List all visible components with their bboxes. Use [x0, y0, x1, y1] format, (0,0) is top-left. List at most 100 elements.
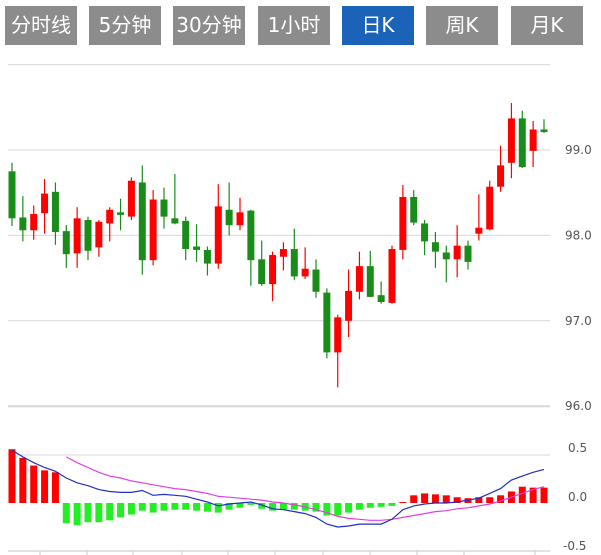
candle-body: [225, 209, 233, 226]
candle: [160, 187, 168, 229]
candle: [453, 225, 461, 278]
candle: [410, 190, 418, 226]
candle-body: [529, 129, 537, 151]
candle-body: [388, 249, 396, 303]
tab-1[interactable]: 5分钟: [89, 6, 161, 45]
candle-body: [203, 249, 211, 264]
candle: [51, 182, 59, 245]
candle: [182, 216, 190, 261]
candle: [106, 207, 114, 242]
macd-bar: [203, 503, 211, 512]
price-axis-label: 99.0: [565, 143, 592, 157]
candle-body: [182, 220, 190, 250]
candle: [19, 196, 27, 242]
macd-bar: [51, 472, 59, 503]
candle-body: [290, 249, 298, 277]
candle-body: [73, 218, 81, 254]
candle-body: [8, 171, 16, 219]
candle: [388, 245, 396, 304]
tab-0[interactable]: 分时线: [5, 6, 77, 45]
tab-3[interactable]: 1小时: [258, 6, 330, 45]
candle: [138, 165, 146, 275]
macd-bar: [442, 495, 450, 503]
candle: [73, 207, 81, 268]
candle: [529, 120, 537, 168]
macd-axis-label: -0.5: [563, 539, 586, 553]
candle: [486, 180, 494, 231]
candle-body: [30, 214, 38, 231]
tab-6[interactable]: 月K: [511, 6, 583, 45]
candle: [464, 240, 472, 270]
candle: [95, 220, 103, 257]
candle: [334, 314, 342, 388]
candle-body: [149, 199, 157, 261]
macd-bar: [138, 503, 146, 511]
candle-body: [19, 217, 27, 231]
candle-body: [421, 223, 429, 242]
macd-bar: [497, 495, 505, 503]
candle: [366, 250, 374, 297]
candle-body: [323, 292, 331, 353]
price-axis-label: 96.0: [565, 399, 592, 413]
macd-bar: [19, 457, 27, 503]
macd-bar: [345, 503, 353, 513]
candle: [279, 242, 287, 271]
macd-bar: [377, 503, 385, 507]
candle: [84, 216, 92, 261]
candle-body: [84, 220, 92, 251]
dif-line: [11, 449, 545, 528]
macd-bar: [182, 503, 190, 510]
dea-line: [66, 456, 545, 521]
candle-body: [171, 218, 179, 224]
macd-bar: [323, 503, 331, 516]
candle: [475, 194, 483, 241]
macd-bar: [127, 503, 135, 515]
candle-body: [95, 221, 103, 248]
candle-body: [540, 129, 548, 133]
tab-4[interactable]: 日K: [342, 6, 414, 45]
macd-bar: [540, 487, 548, 503]
tab-2[interactable]: 30分钟: [173, 6, 245, 45]
tab-5[interactable]: 周K: [426, 6, 498, 45]
candle-body: [193, 246, 201, 250]
macd-bar: [117, 503, 125, 518]
candle: [442, 245, 450, 283]
macd-bar: [149, 503, 157, 513]
macd-bar: [421, 493, 429, 503]
candle: [193, 224, 201, 262]
candle-body: [507, 118, 515, 163]
candle-body: [464, 245, 472, 262]
macd-bar: [62, 503, 70, 524]
macd-bar: [236, 503, 244, 508]
candle-body: [138, 182, 146, 261]
candle-body: [377, 295, 385, 303]
candle-body: [51, 191, 59, 232]
candle: [355, 251, 363, 300]
macd-bar: [106, 503, 114, 521]
candle-body: [269, 255, 277, 285]
candle: [269, 251, 277, 302]
candle-body: [279, 249, 287, 257]
candle-body: [301, 268, 309, 277]
candle-body: [345, 290, 353, 321]
candle-body: [334, 317, 342, 353]
candle: [8, 162, 16, 227]
macd-bar: [475, 497, 483, 503]
candle: [507, 103, 515, 179]
candle-body: [247, 210, 255, 261]
macd-bar: [193, 503, 201, 511]
candle-body: [41, 193, 49, 214]
macd-bar: [225, 503, 233, 510]
candle: [399, 185, 407, 260]
candle-body: [399, 196, 407, 250]
candle: [247, 209, 255, 286]
macd-bar: [431, 494, 439, 503]
macd-bar: [312, 503, 320, 512]
candle-body: [127, 180, 135, 217]
candle-body: [453, 245, 461, 260]
candle: [497, 145, 505, 192]
macd-bar: [486, 497, 494, 503]
candle: [171, 173, 179, 225]
candle: [225, 182, 233, 236]
